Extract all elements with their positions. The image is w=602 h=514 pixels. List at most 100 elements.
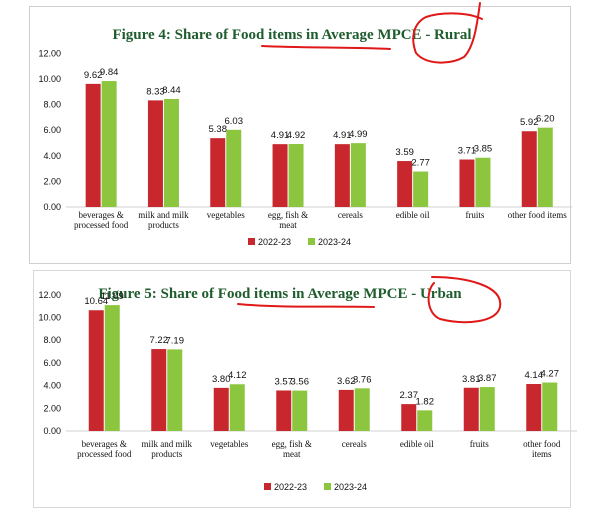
rural-data-label: 8.44 (162, 85, 181, 96)
rural-category-label: fruits (465, 210, 484, 220)
rural-y-tick-label: 12.00 (38, 48, 61, 58)
rural-bar-2023-24 (288, 144, 304, 207)
urban-bar-2022-23 (213, 387, 229, 431)
urban-data-label: 10.64 (84, 296, 108, 307)
rural-y-tick-label: 4.00 (43, 151, 61, 161)
rural-data-label: 4.99 (349, 129, 368, 140)
urban-bar-2023-24 (167, 349, 183, 431)
urban-data-label: 3.87 (478, 373, 497, 384)
urban-legend-swatch (264, 483, 271, 490)
rural-bar-2022-23 (210, 138, 226, 207)
urban-y-tick-label: 0.00 (43, 426, 61, 436)
urban-data-label: 3.76 (353, 374, 372, 385)
rural-data-label: 4.91 (271, 130, 290, 141)
urban-chart: Figure 5: Share of Food items in Average… (38, 276, 577, 492)
urban-data-label: 3.57 (275, 376, 294, 387)
urban-legend-swatch (324, 483, 331, 490)
urban-y-tick-label: 12.00 (38, 290, 61, 300)
urban-data-label: 1.82 (416, 396, 435, 407)
urban-bar-2022-23 (276, 390, 292, 431)
urban-bar-2023-24 (542, 382, 558, 431)
urban-data-label: 3.56 (291, 377, 310, 388)
rural-data-label: 4.91 (333, 130, 352, 141)
urban-data-label: 4.14 (525, 370, 544, 381)
rural-legend-label: 2022-23 (258, 237, 291, 247)
rural-bar-2022-23 (334, 144, 350, 207)
rural-bar-2023-24 (413, 171, 429, 207)
rural-y-tick-label: 0.00 (43, 202, 61, 212)
rural-category-label: vegetables (207, 210, 245, 220)
urban-category-label: vegetables (210, 439, 248, 449)
rural-bar-2023-24 (475, 157, 491, 207)
urban-bar-2023-24 (417, 410, 433, 431)
urban-bar-2022-23 (151, 349, 167, 431)
rural-bar-2023-24 (101, 81, 117, 207)
urban-data-label: 2.37 (400, 390, 419, 401)
rural-chart-panel: Figure 4: Share of Food items in Average… (29, 2, 573, 264)
rural-y-tick-label: 8.00 (43, 100, 61, 110)
urban-category-label: edible oil (400, 439, 434, 449)
urban-data-label: 4.12 (228, 370, 247, 381)
rural-category-label: edible oil (396, 210, 430, 220)
rural-category-label: milk and milk products (138, 210, 189, 230)
urban-data-label: 7.22 (150, 335, 169, 346)
urban-bar-2023-24 (229, 384, 245, 431)
rural-bar-2022-23 (397, 161, 413, 207)
urban-category-label: egg, fish & meat (272, 439, 312, 459)
rural-chart-title: Figure 4: Share of Food items in Average… (112, 27, 471, 43)
urban-annotation-mark (427, 276, 502, 324)
urban-data-label: 3.62 (337, 376, 356, 387)
urban-data-label: 3.81 (462, 374, 481, 385)
urban-bar-2022-23 (338, 389, 354, 431)
rural-data-label: 3.85 (474, 144, 493, 155)
rural-annotation-mark (261, 45, 391, 50)
rural-category-label: beverages & processed food (74, 210, 129, 230)
urban-data-label: 7.19 (166, 335, 185, 346)
rural-data-label: 2.77 (411, 158, 430, 169)
rural-y-tick-label: 10.00 (38, 74, 61, 84)
urban-chart-title: Figure 5: Share of Food items in Average… (98, 286, 462, 302)
rural-data-label: 9.84 (100, 67, 119, 78)
rural-bar-2023-24 (350, 143, 366, 207)
rural-category-label: cereals (338, 210, 363, 220)
rural-bar-2023-24 (226, 129, 242, 207)
urban-data-label: 11.09 (101, 291, 124, 302)
rural-bar-2022-23 (521, 131, 537, 207)
rural-bar-2022-23 (272, 144, 288, 207)
urban-category-label: fruits (470, 439, 489, 449)
rural-data-label: 4.92 (287, 130, 306, 141)
rural-data-label: 5.92 (520, 117, 539, 128)
rural-bar-2022-23 (85, 83, 101, 207)
urban-bar-2023-24 (479, 387, 495, 431)
urban-chart-panel: Figure 5: Share of Food items in Average… (33, 270, 577, 508)
urban-annotation-mark (237, 303, 375, 308)
rural-legend-label: 2023-24 (318, 237, 351, 247)
rural-bar-2023-24 (537, 127, 553, 207)
rural-data-label: 9.62 (84, 70, 103, 81)
rural-y-tick-label: 6.00 (43, 125, 61, 135)
rural-data-label: 6.20 (536, 114, 555, 125)
rural-data-label: 5.38 (209, 124, 228, 135)
urban-bar-2022-23 (526, 384, 542, 431)
urban-bar-2023-24 (104, 305, 120, 431)
rural-bar-2022-23 (459, 159, 475, 207)
urban-bar-2022-23 (88, 310, 104, 431)
rural-legend-swatch (308, 238, 315, 245)
urban-legend-label: 2022-23 (274, 482, 307, 492)
urban-bar-2023-24 (292, 390, 308, 431)
rural-chart: Figure 4: Share of Food items in Average… (38, 2, 573, 247)
urban-y-tick-label: 4.00 (43, 381, 61, 391)
urban-y-tick-label: 10.00 (38, 313, 61, 323)
rural-data-label: 8.33 (146, 86, 165, 97)
rural-category-label: egg, fish & meat (268, 210, 308, 230)
rural-bar-2023-24 (163, 98, 179, 207)
urban-bar-2023-24 (354, 388, 370, 431)
rural-data-label: 3.71 (458, 146, 477, 157)
rural-data-label: 6.03 (225, 116, 244, 127)
rural-legend-swatch (248, 238, 255, 245)
rural-bar-2022-23 (147, 100, 163, 207)
urban-category-label: milk and milk products (142, 439, 193, 459)
urban-y-tick-label: 2.00 (43, 403, 61, 413)
urban-category-label: cereals (342, 439, 367, 449)
urban-data-label: 4.27 (541, 369, 560, 380)
